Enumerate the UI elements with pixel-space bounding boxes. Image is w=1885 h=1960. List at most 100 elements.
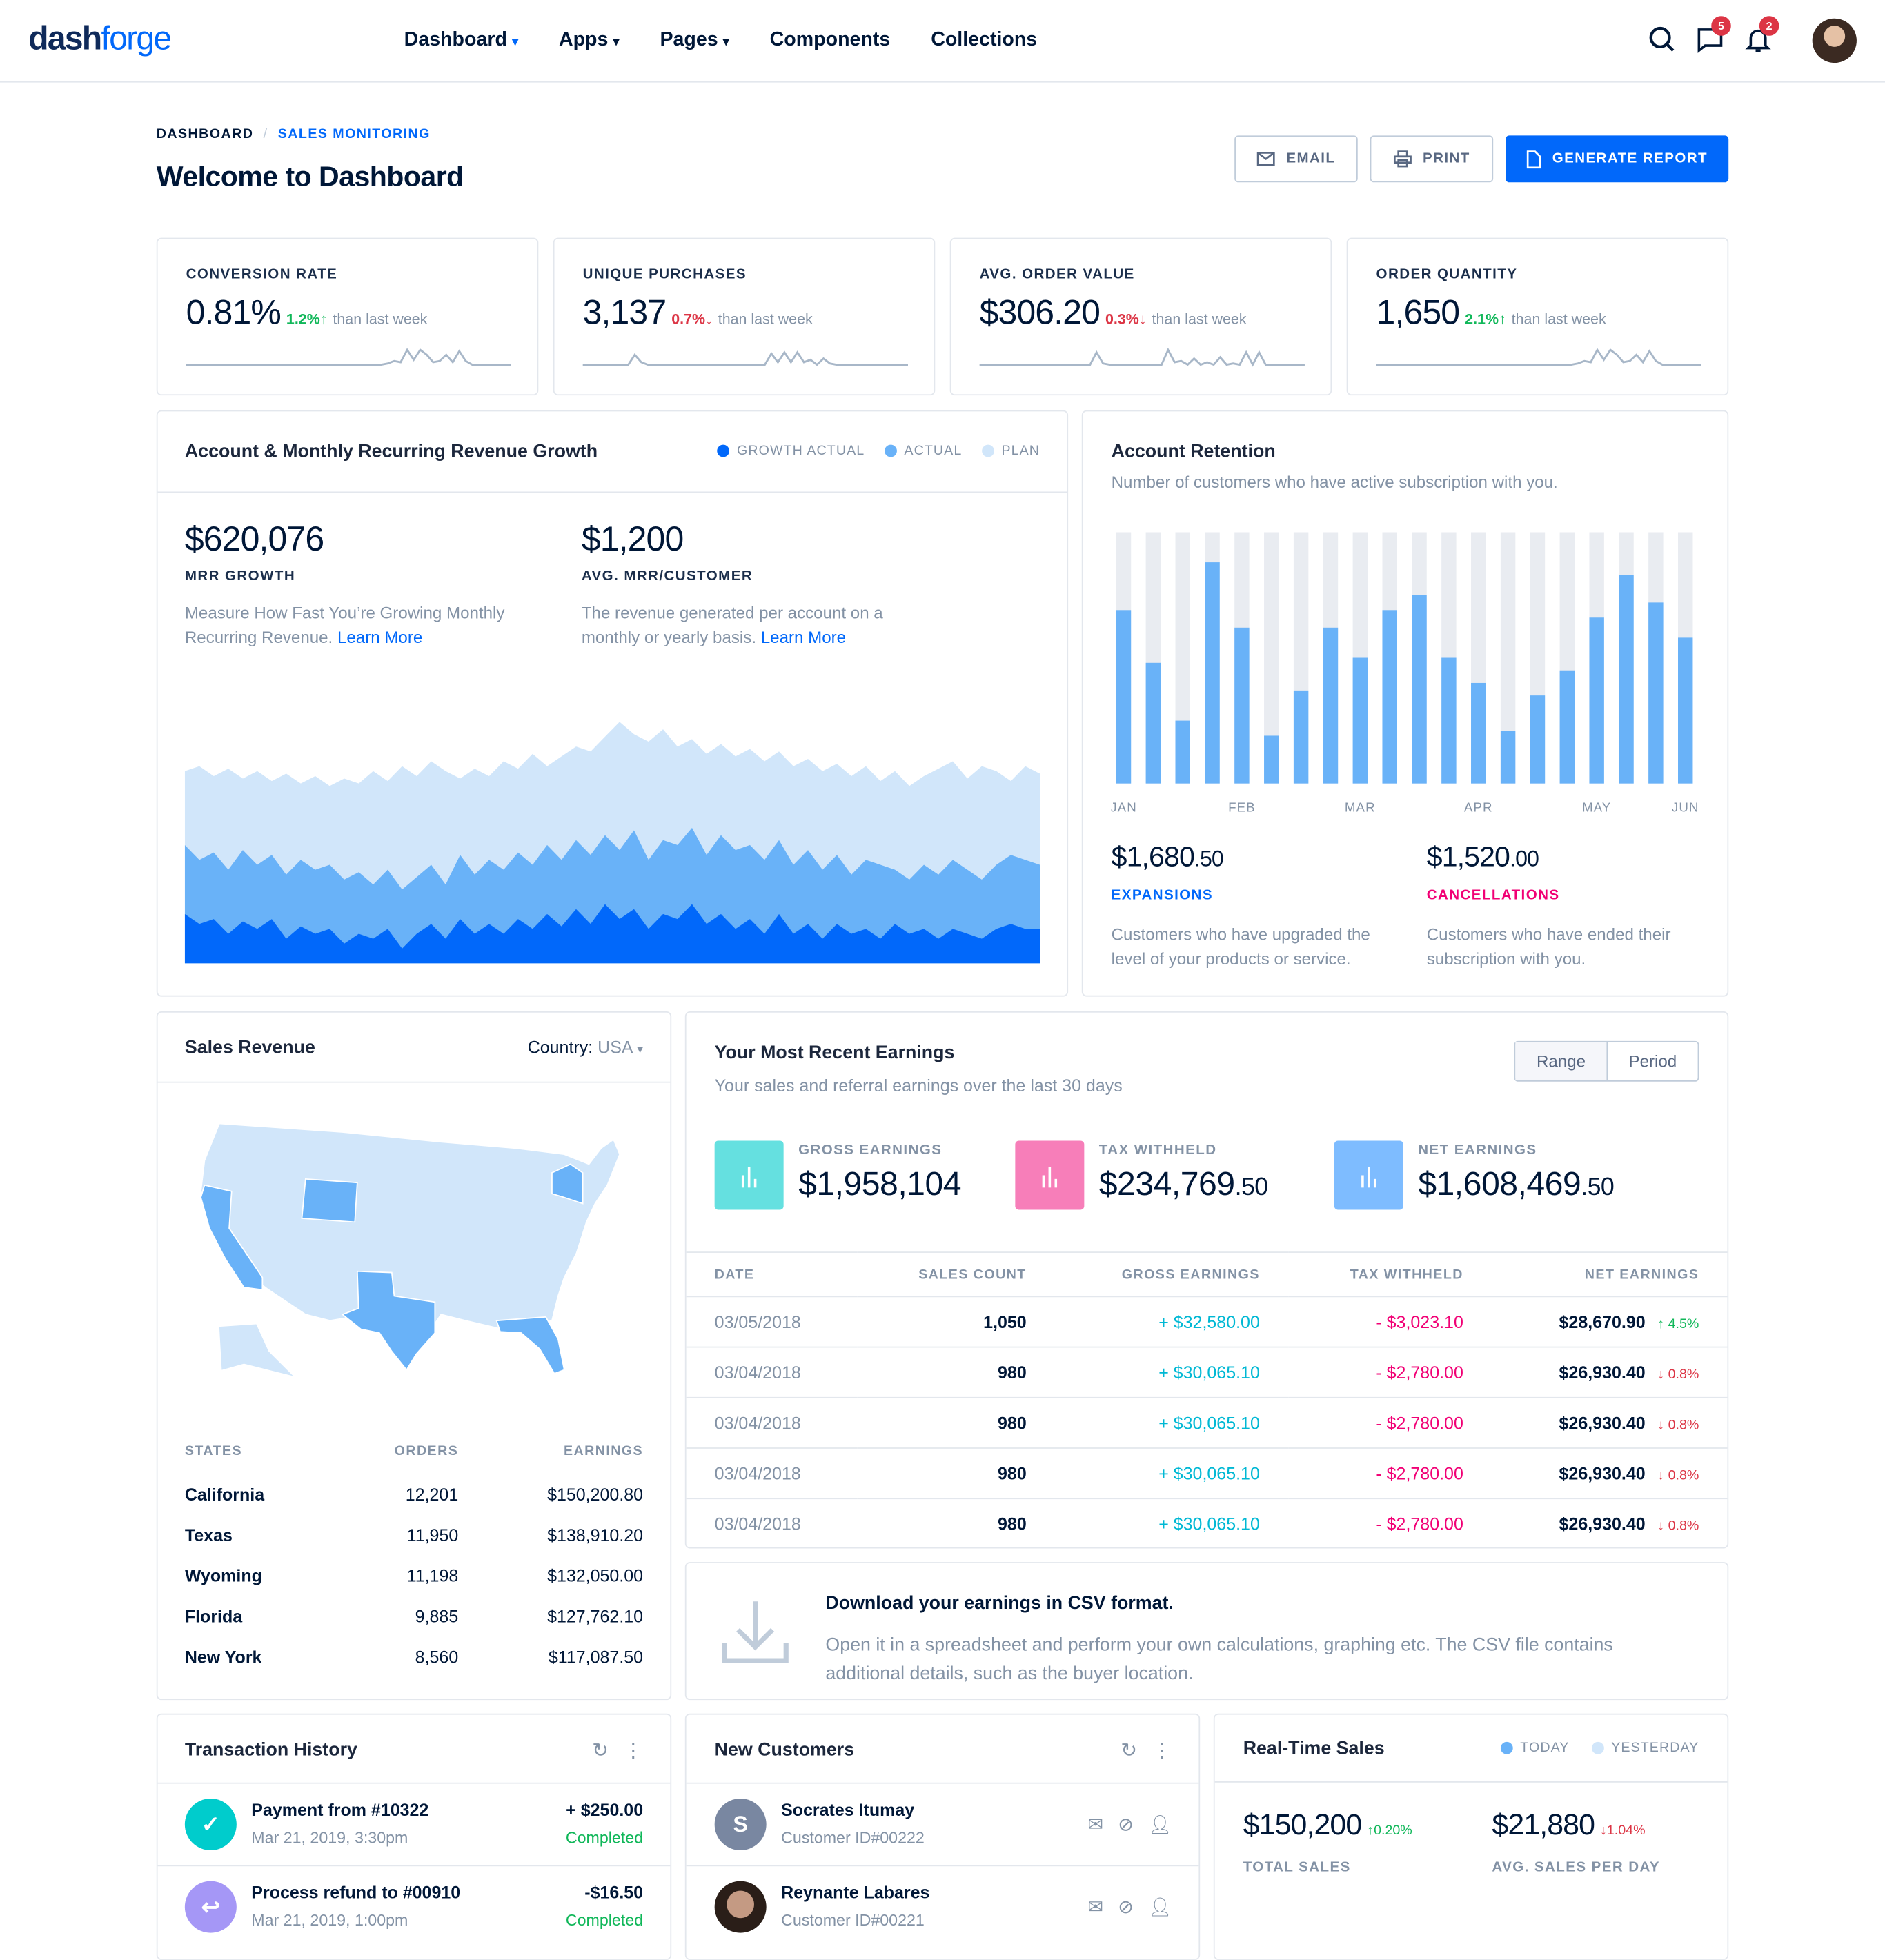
country-select[interactable]: Country: USA ▾ (527, 1037, 644, 1058)
card-title: New Customers (714, 1739, 855, 1761)
legend-swatch (1500, 1741, 1513, 1754)
arrow-up-icon: ↑ (1499, 310, 1506, 328)
bar (1145, 662, 1161, 784)
card-title: Account Retention (1111, 441, 1276, 462)
table-row: 03/04/2018 980 + $30,065.10 - $2,780.00 … (686, 1447, 1728, 1500)
range-button[interactable]: Range (1515, 1042, 1608, 1080)
x-tick-label: APR (1464, 800, 1493, 815)
nav-pages[interactable]: Pages ▾ (660, 29, 729, 51)
messages-badge: 5 (1711, 16, 1731, 36)
learn-more-link[interactable]: Learn More (337, 628, 423, 647)
table-row: 03/04/2018 980 + $30,065.10 - $2,780.00 … (686, 1397, 1728, 1449)
list-item[interactable]: ✓ Payment from #10322 Mar 21, 2019, 3:30… (157, 1782, 671, 1865)
legend-swatch (981, 444, 994, 457)
revenue-area-chart (184, 722, 1040, 964)
legend-swatch (717, 444, 730, 457)
arrow-up-icon: ↑ (319, 310, 328, 328)
avatar: S (714, 1799, 767, 1851)
bar (1589, 617, 1604, 784)
generate-report-button[interactable]: GENERATE REPORT (1506, 135, 1729, 183)
nav-components[interactable]: Components (769, 29, 891, 51)
bar-chart-icon (714, 1140, 784, 1210)
refresh-icon[interactable]: ↻ (592, 1741, 609, 1762)
kpi-card: Unique Purchases 3,137 0.7%↓ than last w… (553, 237, 936, 396)
chart-legend: GROWTH ACTUAL ACTUAL PLAN (717, 444, 1040, 458)
breadcrumb-dashboard[interactable]: DASHBOARD (156, 126, 254, 142)
sparkline-line (1376, 348, 1701, 366)
nav-apps[interactable]: Apps ▾ (558, 29, 620, 51)
print-button[interactable]: PRINT (1370, 135, 1494, 183)
csv-title: Download your earnings in CSV format. (825, 1592, 1174, 1614)
table-row: Texas 11,950 $138,910.20 (184, 1524, 644, 1545)
user-icon[interactable]: 👤︎ (1148, 1814, 1172, 1836)
real-time-sales-card: Real-Time Sales TODAY YESTERDAY $150,200… (1213, 1713, 1729, 1960)
list-item[interactable]: Reynante Labares Customer ID#00221 ✉ ⊘ 👤︎ (686, 1865, 1199, 1951)
block-icon[interactable]: ⊘ (1118, 1897, 1134, 1919)
sparkline-line (979, 347, 1305, 367)
file-icon (1526, 150, 1541, 168)
bar (1293, 690, 1309, 784)
mail-icon[interactable]: ✉ (1087, 1814, 1103, 1836)
top-navbar: dashforge Dashboard ▾ Apps ▾ Pages ▾ Compon… (0, 0, 1885, 83)
list-item[interactable]: ↩ Process refund to #00910 Mar 21, 2019,… (157, 1865, 671, 1951)
more-vertical-icon[interactable]: ⋮ (623, 1741, 644, 1762)
map-wyoming (301, 1178, 358, 1223)
bar (1234, 627, 1250, 784)
bar (1619, 575, 1634, 784)
sparkline-line (186, 348, 512, 366)
user-avatar[interactable] (1812, 18, 1857, 63)
nav-dashboard[interactable]: Dashboard ▾ (404, 29, 519, 51)
earnings-summary-item: GROSS EARNINGS $1,958,104 (714, 1140, 962, 1210)
card-subtitle: Number of customers who have active subs… (1111, 473, 1558, 492)
mrr-growth-stat: $620,076 MRR GROWTH Measure How Fast You… (184, 519, 505, 647)
refresh-icon[interactable]: ↻ (1121, 1741, 1138, 1762)
breadcrumb: DASHBOARD / SALES MONITORING (156, 126, 431, 142)
map-new-york (551, 1163, 584, 1205)
block-icon[interactable]: ⊘ (1118, 1814, 1134, 1836)
new-customers-card: New Customers ↻ ⋮ S Socrates Itumay Custo… (684, 1713, 1201, 1960)
bar (1500, 731, 1516, 784)
nav-collections[interactable]: Collections (931, 29, 1038, 51)
csv-download-card: Download your earnings in CSV format. Op… (684, 1562, 1729, 1701)
table-row: New York 8,560 $117,087.50 (184, 1646, 644, 1667)
check-icon: ✓ (184, 1799, 237, 1851)
divider (1214, 1781, 1728, 1783)
list-item[interactable]: S Socrates Itumay Customer ID#00222 ✉ ⊘ 👤︎ (686, 1782, 1199, 1865)
avg-mrr-stat: $1,200 AVG. MRR/CUSTOMER The revenue gen… (581, 519, 883, 647)
table-row: Wyoming 11,198 $132,050.00 (184, 1565, 644, 1585)
refund-icon: ↩ (184, 1881, 237, 1933)
bar (1264, 735, 1279, 784)
account-retention-card: Account Retention Number of customers wh… (1081, 410, 1729, 997)
cancellations-stat: $1,520.00 CANCELLATIONS Customers who ha… (1426, 840, 1671, 969)
bar-background (1175, 532, 1190, 784)
search-icon[interactable] (1647, 25, 1677, 55)
logo[interactable]: dashforge (28, 19, 172, 57)
kpi-sparkline (979, 347, 1305, 367)
map-texas (341, 1270, 436, 1372)
kpi-card: Avg. Order Value $306.20 0.3%↓ than last… (949, 237, 1332, 396)
bar-background (1264, 532, 1279, 784)
bar (1323, 627, 1339, 784)
table-row: 03/04/2018 980 + $30,065.10 - $2,780.00 … (686, 1347, 1728, 1398)
period-button[interactable]: Period (1628, 1051, 1677, 1071)
avg-sales-stat: $21,880 ↓1.04% AVG. SALES PER DAY (1492, 1808, 1661, 1875)
kpi-sparkline (582, 350, 909, 366)
breadcrumb-current: SALES MONITORING (277, 126, 431, 142)
divider (157, 491, 1067, 493)
download-icon[interactable] (720, 1596, 791, 1668)
more-vertical-icon[interactable]: ⋮ (1152, 1741, 1172, 1762)
bar (1352, 657, 1368, 784)
user-icon[interactable]: 👤︎ (1148, 1897, 1172, 1919)
kpi-value: 1,650 (1376, 293, 1461, 332)
bar (1116, 610, 1132, 784)
mail-icon (1256, 152, 1275, 166)
learn-more-link[interactable]: Learn More (760, 628, 847, 647)
bar (1678, 637, 1693, 784)
us-map (200, 1122, 621, 1376)
mail-icon[interactable]: ✉ (1087, 1897, 1103, 1919)
card-title: Real-Time Sales (1243, 1738, 1385, 1759)
earnings-summary-item: NET EARNINGS $1,608,469.50 (1334, 1140, 1615, 1210)
card-subtitle: Your sales and referral earnings over th… (714, 1075, 1123, 1096)
map-alaska (219, 1324, 293, 1376)
email-button[interactable]: EMAIL (1234, 135, 1358, 183)
